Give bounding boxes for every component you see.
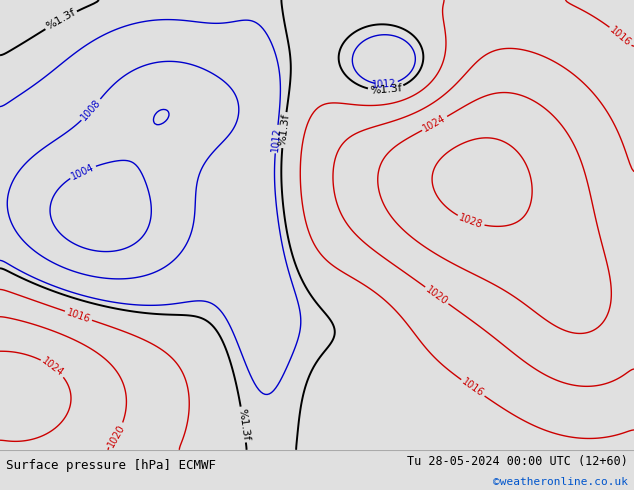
Text: 1008: 1008 [79, 98, 103, 122]
Text: 1016: 1016 [65, 307, 92, 324]
Text: 1020: 1020 [424, 284, 450, 307]
Text: %1.3f: %1.3f [277, 114, 291, 147]
Text: Tu 28-05-2024 00:00 UTC (12+60): Tu 28-05-2024 00:00 UTC (12+60) [407, 455, 628, 468]
Text: 1020: 1020 [106, 422, 127, 448]
Text: 1016: 1016 [460, 377, 486, 399]
Text: Surface pressure [hPa] ECMWF: Surface pressure [hPa] ECMWF [6, 460, 216, 472]
Text: 1028: 1028 [458, 213, 484, 230]
Text: 1012: 1012 [371, 78, 396, 90]
Text: 1012: 1012 [270, 126, 283, 152]
Text: %1.3f: %1.3f [236, 408, 251, 441]
Text: %1.3f: %1.3f [370, 83, 403, 97]
Text: 1016: 1016 [608, 24, 633, 48]
Text: ©weatheronline.co.uk: ©weatheronline.co.uk [493, 477, 628, 487]
Text: 1004: 1004 [70, 162, 96, 181]
Text: %1.3f: %1.3f [44, 7, 77, 32]
Text: 1024: 1024 [422, 113, 448, 134]
Text: 1024: 1024 [40, 356, 66, 379]
